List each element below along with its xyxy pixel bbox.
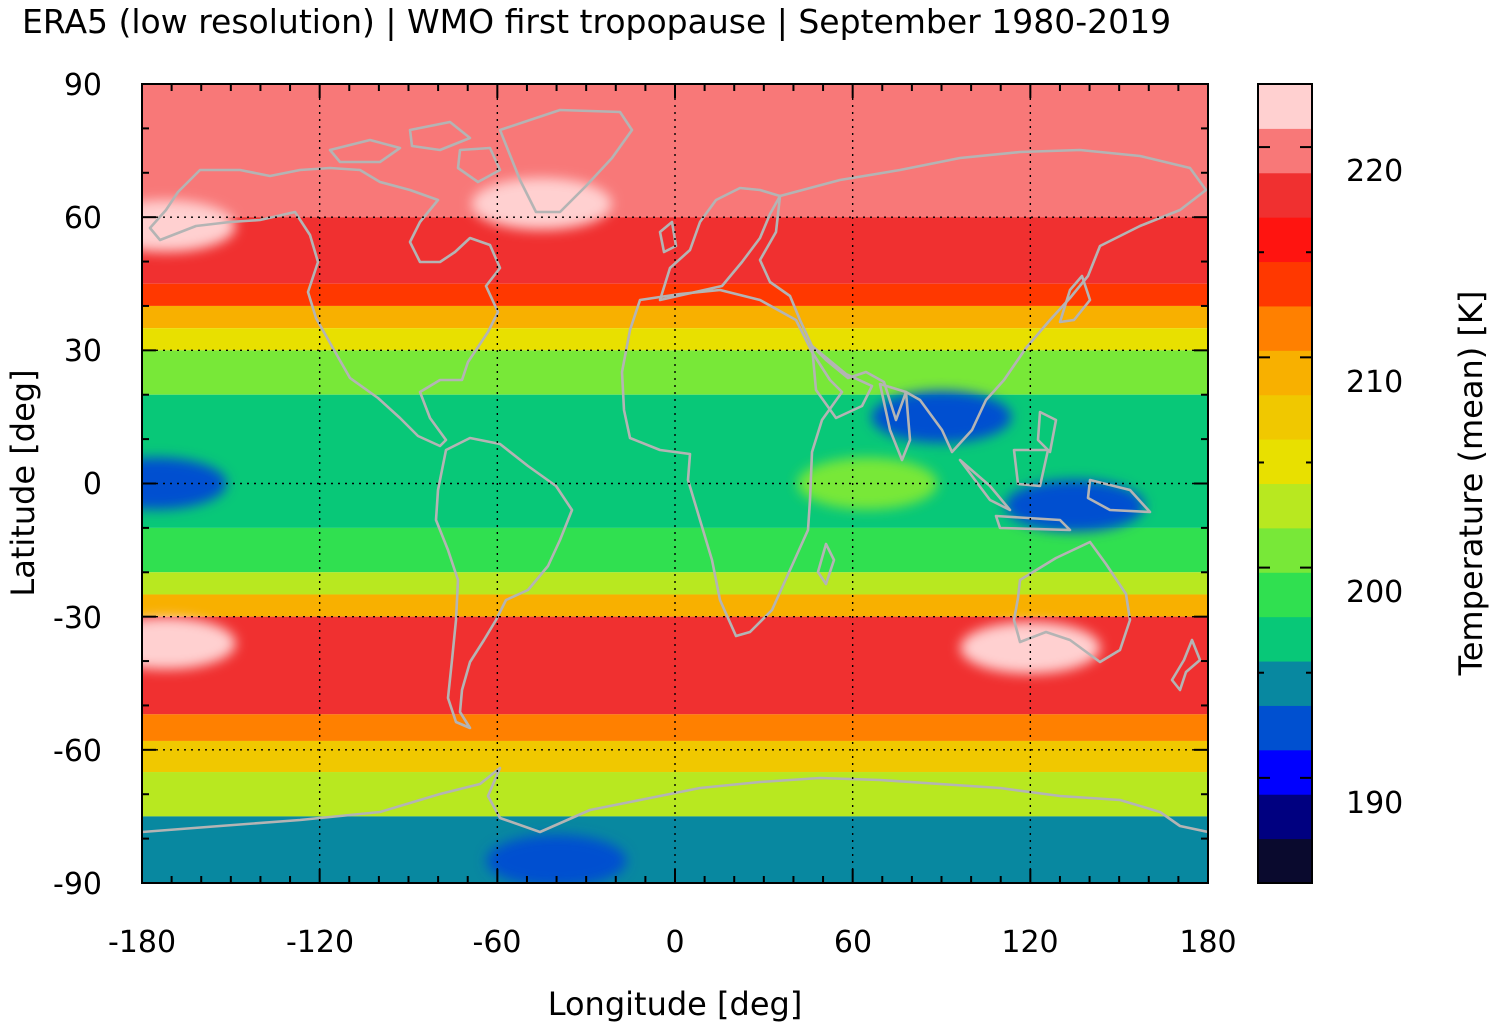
anomaly-region bbox=[486, 834, 627, 883]
y-tick-label: -30 bbox=[53, 601, 102, 636]
colorbar-swatch bbox=[1258, 794, 1312, 840]
colorbar-swatch bbox=[1258, 128, 1312, 174]
colorbar-swatch bbox=[1258, 439, 1312, 484]
y-axis-tick-labels: 90 60 30 0 -30 -60 -90 bbox=[53, 68, 102, 902]
colorbar-swatches bbox=[1258, 84, 1312, 884]
colorbar-swatch bbox=[1258, 394, 1312, 440]
x-axis-tick-labels: -180 -120 -60 0 60 120 180 bbox=[108, 925, 1237, 960]
x-tick-label: -120 bbox=[286, 925, 354, 960]
y-tick-label: -60 bbox=[53, 734, 102, 769]
x-tick-label: -180 bbox=[108, 925, 176, 960]
temperature-band bbox=[142, 594, 1208, 617]
colorbar-swatch bbox=[1258, 661, 1312, 706]
colorbar-swatch bbox=[1258, 261, 1312, 307]
colorbar-frame bbox=[1257, 83, 1313, 884]
colorbar-swatch bbox=[1258, 305, 1312, 351]
x-tick-label: 0 bbox=[665, 925, 684, 960]
colorbar-swatch bbox=[1258, 172, 1312, 218]
colorbar-tick-label: 190 bbox=[1346, 786, 1403, 821]
y-tick-label: -90 bbox=[53, 867, 102, 902]
colorbar-swatch bbox=[1258, 838, 1312, 884]
x-tick-label: -60 bbox=[473, 925, 522, 960]
colorbar-swatch bbox=[1258, 217, 1312, 263]
colorbar-tick-label: 220 bbox=[1346, 154, 1403, 189]
anomaly-region bbox=[471, 177, 612, 230]
x-tick-label: 120 bbox=[1001, 925, 1058, 960]
temperature-band bbox=[142, 217, 1208, 284]
anomaly-region bbox=[142, 200, 236, 253]
y-tick-label: 90 bbox=[64, 68, 102, 103]
coastlines bbox=[142, 108, 1208, 834]
colorbar-swatch bbox=[1258, 572, 1312, 618]
temperature-band bbox=[142, 328, 1208, 351]
grid-lines bbox=[142, 84, 1208, 883]
temperature-band bbox=[142, 572, 1208, 595]
colorbar-tick-label: 210 bbox=[1346, 365, 1403, 400]
y-tick-label: 60 bbox=[64, 201, 102, 236]
colorbar-label: Temperature (mean) [K] bbox=[1452, 291, 1490, 677]
colorbar: 190 200 210 220 Temperature (mean) [K] bbox=[1257, 83, 1490, 884]
colorbar-tick-label: 200 bbox=[1346, 575, 1403, 610]
y-tick-label: 30 bbox=[64, 334, 102, 369]
anomaly-region bbox=[797, 457, 938, 510]
y-tick-label: 0 bbox=[83, 467, 102, 502]
temperature-band bbox=[142, 527, 1208, 573]
colorbar-swatch bbox=[1258, 84, 1312, 129]
colorbar-swatch bbox=[1258, 527, 1312, 573]
x-axis-label: Longitude [deg] bbox=[548, 985, 803, 1023]
colorbar-swatch bbox=[1258, 616, 1312, 662]
chart-title: ERA5 (low resolution) | WMO first tropop… bbox=[22, 2, 1171, 41]
anomaly-region bbox=[142, 617, 236, 670]
temperature-band bbox=[142, 305, 1208, 329]
x-tick-label: 180 bbox=[1179, 925, 1236, 960]
anomaly-region bbox=[960, 621, 1101, 674]
plot-area bbox=[142, 84, 1208, 883]
colorbar-swatch bbox=[1258, 749, 1312, 795]
x-tick-label: 60 bbox=[834, 925, 872, 960]
colorbar-swatch bbox=[1258, 483, 1312, 529]
colorbar-ticks bbox=[1258, 146, 1312, 779]
colorbar-swatch bbox=[1258, 705, 1312, 751]
axis-ticks bbox=[141, 83, 1209, 884]
y-axis-label: Latitude [deg] bbox=[4, 369, 42, 596]
